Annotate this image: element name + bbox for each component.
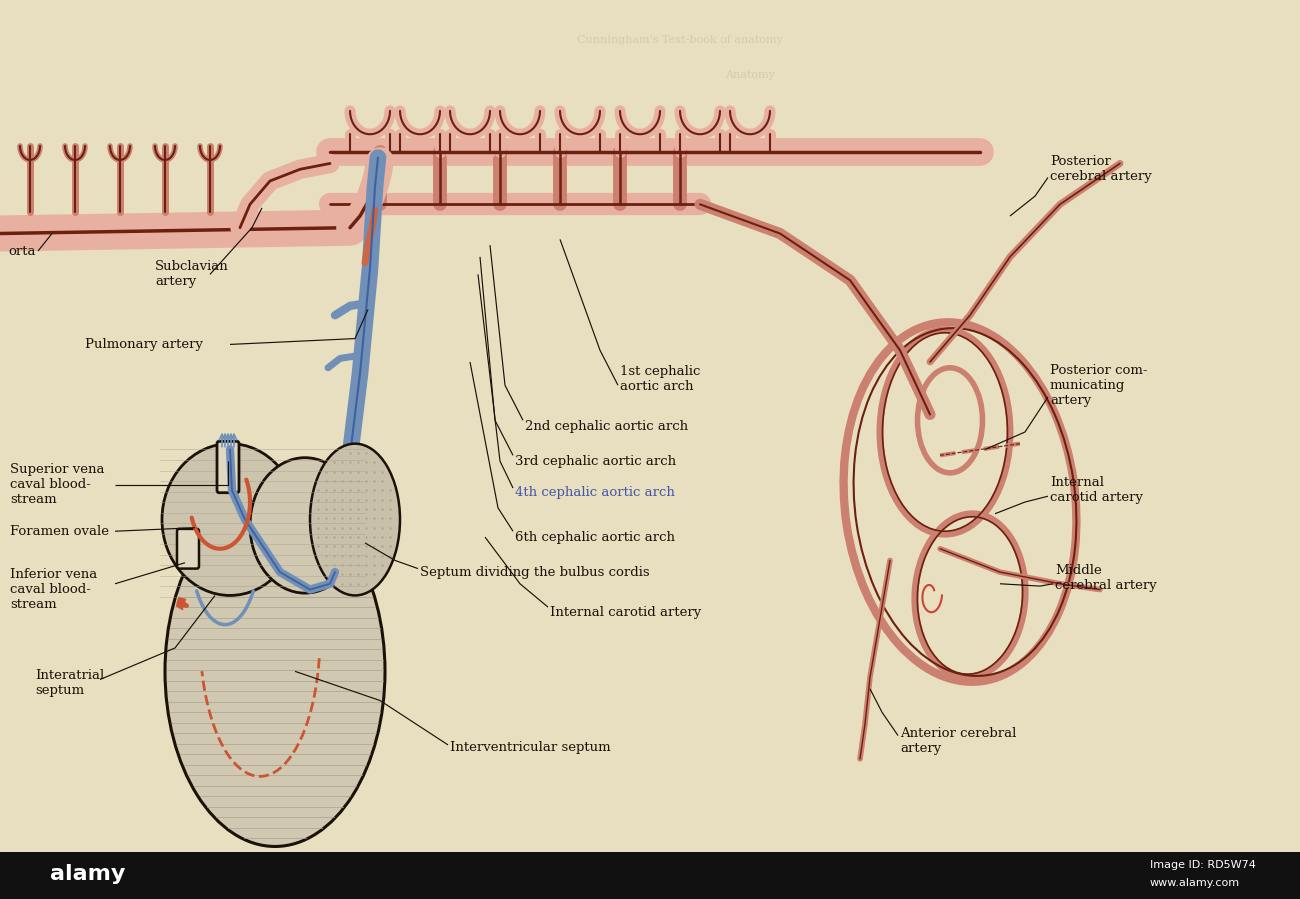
Text: Middle
cerebral artery: Middle cerebral artery [1056, 564, 1157, 592]
FancyBboxPatch shape [217, 441, 239, 493]
Text: 4th cephalic aortic arch: 4th cephalic aortic arch [515, 486, 675, 499]
Text: 6th cephalic aortic arch: 6th cephalic aortic arch [515, 530, 675, 544]
Ellipse shape [250, 458, 360, 593]
Text: Internal
carotid artery: Internal carotid artery [1050, 476, 1143, 504]
Text: Interventricular septum: Interventricular septum [450, 741, 611, 753]
Text: Posterior com-
municating
artery: Posterior com- municating artery [1050, 364, 1148, 406]
Text: Septum dividing the bulbus cordis: Septum dividing the bulbus cordis [420, 565, 650, 579]
Ellipse shape [162, 444, 298, 595]
Text: Cunningham's Text-book of anatomy: Cunningham's Text-book of anatomy [577, 35, 783, 45]
Text: Internal carotid artery: Internal carotid artery [550, 607, 701, 619]
Text: Inferior vena
caval blood-
stream: Inferior vena caval blood- stream [10, 568, 98, 611]
FancyBboxPatch shape [177, 529, 199, 568]
Text: Anatomy: Anatomy [725, 70, 775, 80]
Text: alamy: alamy [49, 865, 125, 885]
Text: Foramen ovale: Foramen ovale [10, 525, 109, 538]
Ellipse shape [165, 496, 385, 847]
Text: www.alamy.com: www.alamy.com [1150, 877, 1240, 887]
Text: Interatrial
septum: Interatrial septum [35, 669, 104, 697]
Text: Superior vena
caval blood-
stream: Superior vena caval blood- stream [10, 463, 104, 506]
Text: 1st cephalic
aortic arch: 1st cephalic aortic arch [620, 366, 701, 394]
Text: orta: orta [8, 245, 35, 257]
Ellipse shape [309, 444, 400, 595]
Bar [0, 852, 1300, 899]
Text: 2nd cephalic aortic arch: 2nd cephalic aortic arch [525, 420, 688, 432]
Text: Pulmonary artery: Pulmonary artery [84, 338, 203, 351]
Text: 3rd cephalic aortic arch: 3rd cephalic aortic arch [515, 455, 676, 467]
Text: Anterior cerebral
artery: Anterior cerebral artery [900, 727, 1017, 755]
Text: Posterior
cerebral artery: Posterior cerebral artery [1050, 156, 1152, 183]
Text: Image ID: RD5W74: Image ID: RD5W74 [1150, 860, 1256, 870]
Text: Subclavian
artery: Subclavian artery [155, 261, 229, 289]
